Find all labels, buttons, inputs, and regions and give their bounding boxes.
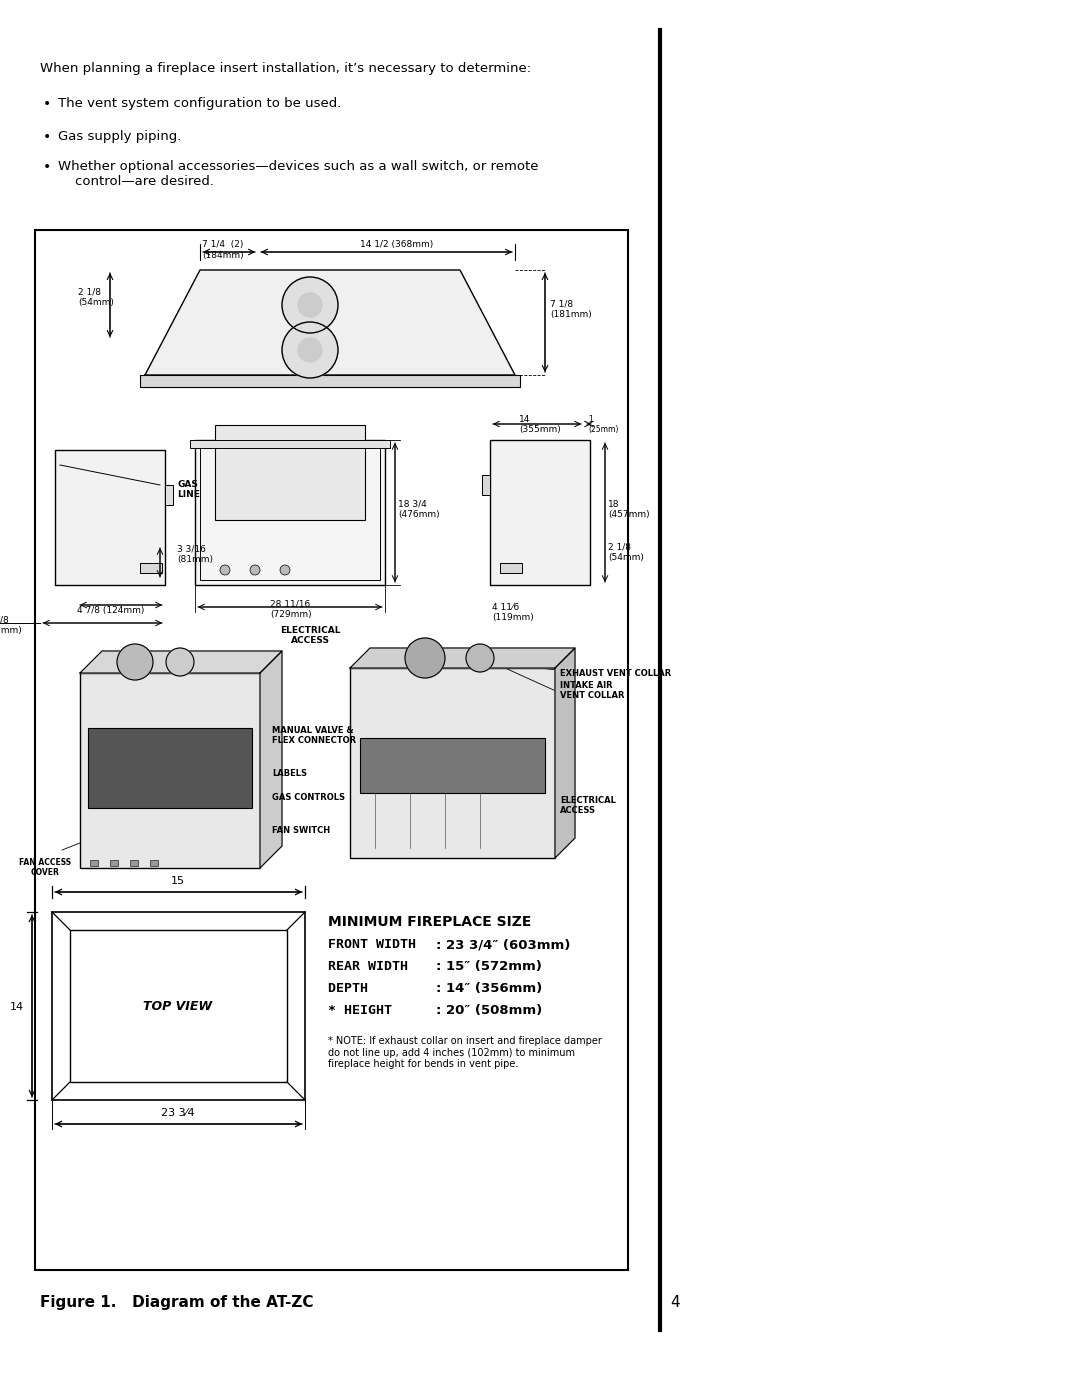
Text: TOP VIEW: TOP VIEW <box>144 999 213 1013</box>
Text: ELECTRICAL
ACCESS: ELECTRICAL ACCESS <box>280 626 340 645</box>
Text: 4 11⁄6
(119mm): 4 11⁄6 (119mm) <box>492 602 534 622</box>
Text: GAS
LINE: GAS LINE <box>177 481 200 499</box>
Text: INTAKE AIR
VENT COLLAR: INTAKE AIR VENT COLLAR <box>561 680 624 700</box>
Text: : 15″ (572mm): : 15″ (572mm) <box>436 960 542 972</box>
Circle shape <box>166 648 194 676</box>
Circle shape <box>298 338 322 362</box>
Bar <box>200 446 380 580</box>
Text: DEPTH: DEPTH <box>328 982 424 995</box>
Bar <box>110 861 118 866</box>
Polygon shape <box>260 651 282 868</box>
Text: GAS CONTROLS: GAS CONTROLS <box>272 793 345 802</box>
Circle shape <box>220 564 230 576</box>
Polygon shape <box>555 648 575 858</box>
Text: The vent system configuration to be used.: The vent system configuration to be used… <box>58 96 341 110</box>
Bar <box>87 728 252 807</box>
Text: 2 1/8
(54mm): 2 1/8 (54mm) <box>78 288 113 307</box>
Text: When planning a fireplace insert installation, it’s necessary to determine:: When planning a fireplace insert install… <box>40 61 531 75</box>
Text: 18 3/4
(476mm): 18 3/4 (476mm) <box>399 500 440 520</box>
Text: 4 7/8 (124mm): 4 7/8 (124mm) <box>77 606 145 615</box>
Text: 14 5/8
(371mm): 14 5/8 (371mm) <box>0 616 22 636</box>
Text: LABELS: LABELS <box>272 768 307 778</box>
Bar <box>500 563 522 573</box>
Text: 28 11/16
(729mm): 28 11/16 (729mm) <box>270 599 312 619</box>
Text: 1
(25mm): 1 (25mm) <box>588 415 619 434</box>
Text: MINIMUM FIREPLACE SIZE: MINIMUM FIREPLACE SIZE <box>328 915 531 929</box>
Circle shape <box>280 564 291 576</box>
Bar <box>165 485 173 504</box>
Bar <box>35 231 627 1270</box>
Bar <box>215 425 365 520</box>
Text: 4: 4 <box>670 1295 679 1310</box>
Text: •: • <box>43 96 51 110</box>
Bar <box>190 440 390 448</box>
Text: * HEIGHT: * HEIGHT <box>328 1004 416 1017</box>
Text: FAN ACCESS
COVER: FAN ACCESS COVER <box>19 858 71 877</box>
Bar <box>350 668 555 858</box>
Circle shape <box>282 321 338 379</box>
Text: : 14″ (356mm): : 14″ (356mm) <box>436 982 542 995</box>
Circle shape <box>465 644 494 672</box>
Bar <box>195 440 384 585</box>
Circle shape <box>282 277 338 332</box>
Bar <box>490 440 590 585</box>
Text: : 20″ (508mm): : 20″ (508mm) <box>436 1004 542 1017</box>
Circle shape <box>298 293 322 317</box>
Bar <box>80 673 260 868</box>
Text: MANUAL VALVE &
FLEX CONNECTOR: MANUAL VALVE & FLEX CONNECTOR <box>272 725 356 745</box>
Polygon shape <box>145 270 515 374</box>
Text: 7 1/8
(181mm): 7 1/8 (181mm) <box>550 299 592 319</box>
Text: 7 1/4  (2): 7 1/4 (2) <box>202 240 243 249</box>
Circle shape <box>405 638 445 678</box>
Text: 3 3/16
(81mm): 3 3/16 (81mm) <box>177 545 213 564</box>
Bar <box>55 450 165 585</box>
Bar <box>482 475 490 495</box>
Text: REAR WIDTH: REAR WIDTH <box>328 960 416 972</box>
Text: (184mm): (184mm) <box>202 251 244 260</box>
Text: 2 1/8
(54mm): 2 1/8 (54mm) <box>608 542 644 562</box>
Text: 14
(355mm): 14 (355mm) <box>519 415 561 434</box>
Bar <box>150 861 158 866</box>
Text: FRONT WIDTH: FRONT WIDTH <box>328 937 416 951</box>
Text: * NOTE: If exhaust collar on insert and fireplace damper
do not line up, add 4 i: * NOTE: If exhaust collar on insert and … <box>328 1037 602 1069</box>
Bar <box>360 738 545 793</box>
Bar <box>70 930 287 1083</box>
Text: 18
(457mm): 18 (457mm) <box>608 500 650 520</box>
Text: •: • <box>43 161 51 175</box>
Text: ELECTRICAL
ACCESS: ELECTRICAL ACCESS <box>561 796 616 814</box>
Text: 23 3⁄4: 23 3⁄4 <box>161 1108 194 1118</box>
Text: •: • <box>43 130 51 144</box>
Text: Gas supply piping.: Gas supply piping. <box>58 130 181 142</box>
Text: 14: 14 <box>10 1002 24 1011</box>
Text: : 23 3/4″ (603mm): : 23 3/4″ (603mm) <box>436 937 570 951</box>
Text: Figure 1.   Diagram of the AT-ZC: Figure 1. Diagram of the AT-ZC <box>40 1295 313 1310</box>
Polygon shape <box>80 651 282 673</box>
Text: 14 1/2 (368mm): 14 1/2 (368mm) <box>360 240 433 249</box>
Text: EXHAUST VENT COLLAR: EXHAUST VENT COLLAR <box>561 669 672 678</box>
Text: FAN SWITCH: FAN SWITCH <box>272 826 330 835</box>
Circle shape <box>249 564 260 576</box>
Bar <box>140 563 162 573</box>
Circle shape <box>117 644 153 680</box>
Polygon shape <box>350 648 575 668</box>
Bar <box>52 912 305 1099</box>
Bar <box>90 861 98 866</box>
Bar <box>140 374 519 387</box>
Bar <box>130 861 138 866</box>
Text: Whether optional accessories—devices such as a wall switch, or remote
    contro: Whether optional accessories—devices suc… <box>58 161 539 189</box>
Text: 15: 15 <box>171 876 185 886</box>
